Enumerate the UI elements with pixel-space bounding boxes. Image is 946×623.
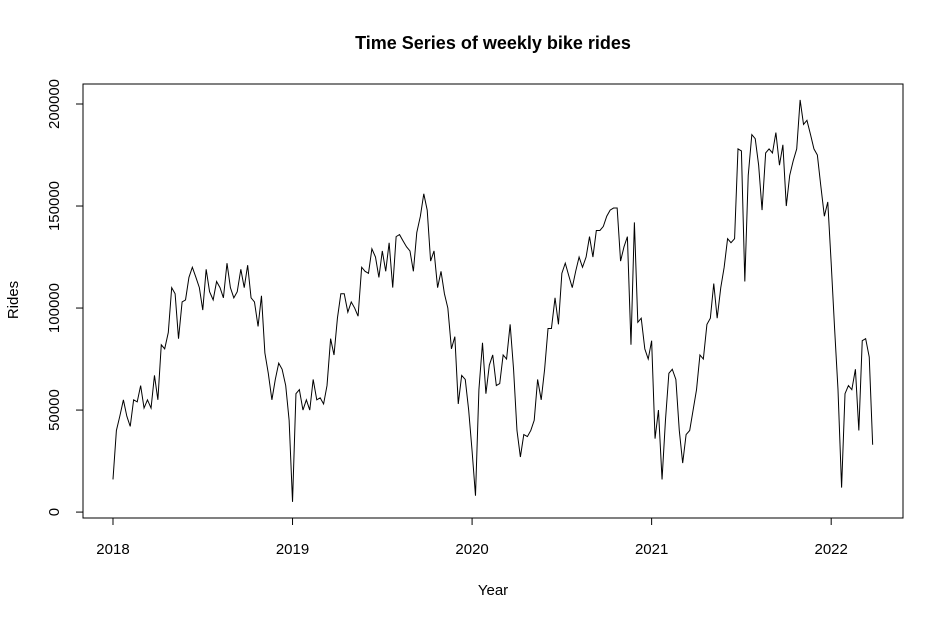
y-axis-label: Rides [5, 281, 22, 319]
data-line [112, 99, 874, 502]
x-tick-label: 2020 [455, 541, 488, 558]
x-axis-label: Year [478, 582, 508, 599]
y-tick-label: 200000 [46, 79, 63, 129]
y-tick-label: 50000 [46, 389, 63, 431]
x-tick-label: 2022 [814, 541, 847, 558]
x-tick-label: 2019 [276, 541, 309, 558]
y-tick-label: 100000 [46, 283, 63, 333]
x-tick-label: 2018 [96, 541, 129, 558]
y-tick-label: 150000 [46, 181, 63, 231]
x-tick-label: 2021 [635, 541, 668, 558]
y-tick-label: 0 [46, 508, 63, 516]
plot-frame [82, 83, 904, 519]
chart-title: Time Series of weekly bike rides [355, 33, 631, 53]
